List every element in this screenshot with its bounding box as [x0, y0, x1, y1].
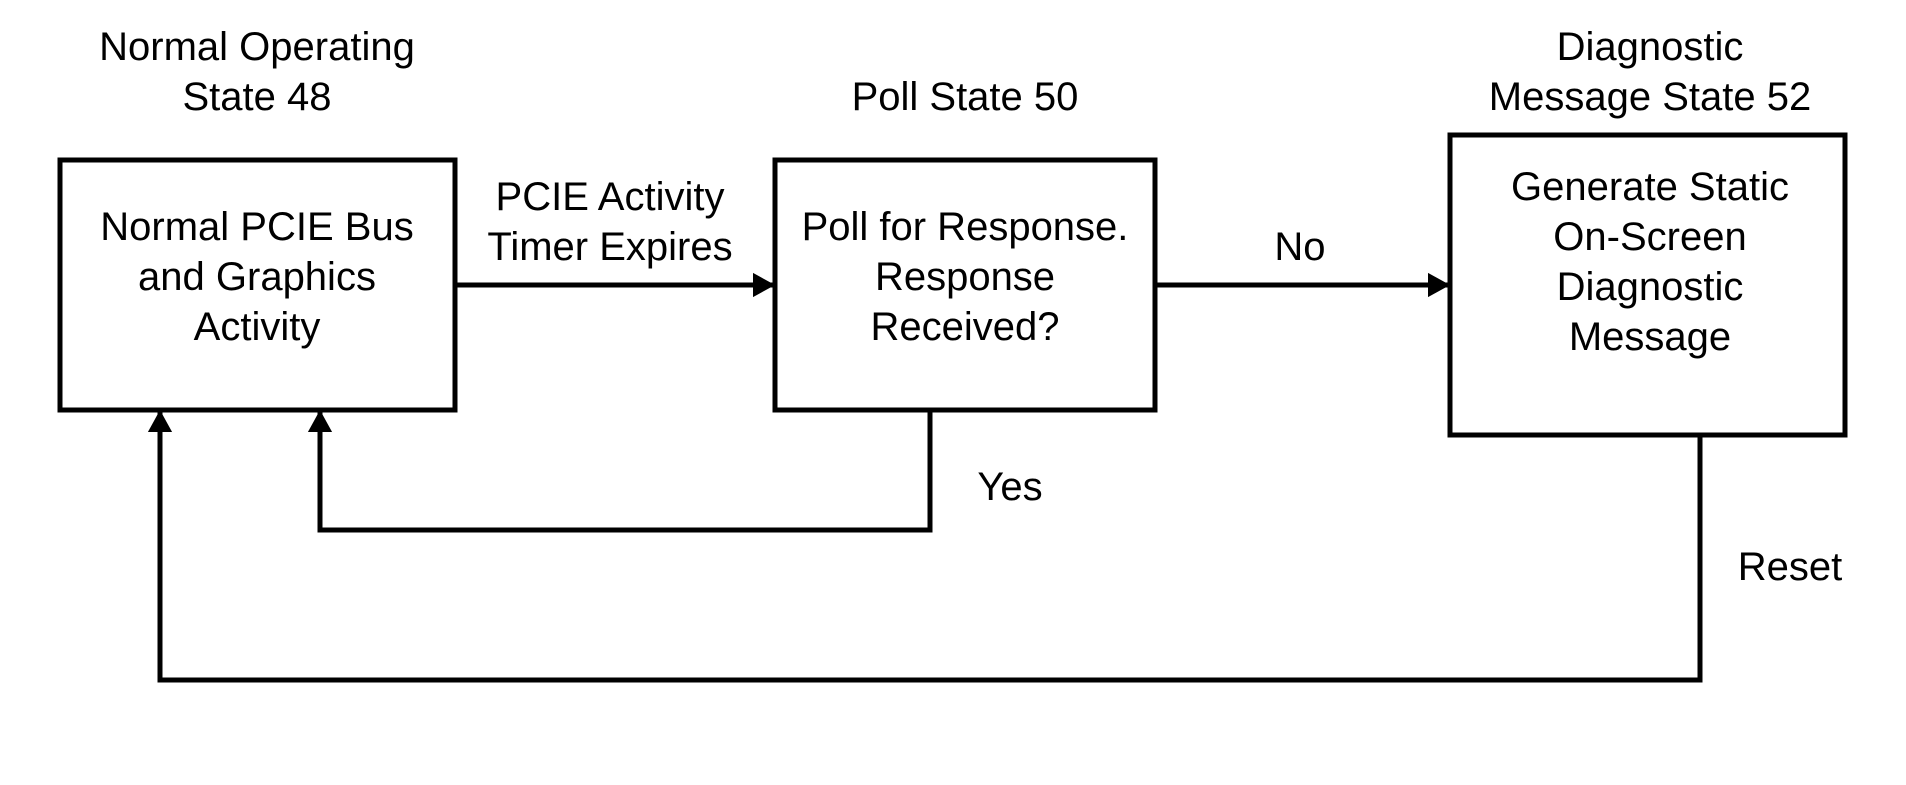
- arrowhead: [1428, 273, 1450, 297]
- node-body-n52: Diagnostic: [1557, 265, 1744, 309]
- state-flowchart: PCIE Activity Timer Expires No Yes Reset Norm…: [0, 0, 1906, 785]
- node-body-n50: Poll for Response.: [802, 205, 1129, 249]
- arrowhead: [308, 410, 332, 432]
- arrowhead: [753, 273, 775, 297]
- node-body-n52: On-Screen: [1553, 215, 1746, 259]
- node-body-n50: Received?: [870, 305, 1059, 349]
- edge-label-e48_50: Timer Expires: [487, 225, 732, 269]
- node-body-n50: Response: [875, 255, 1055, 299]
- node-body-n52: Generate Static: [1511, 165, 1789, 209]
- node-title-n52: Message State 52: [1489, 75, 1811, 119]
- edge-label-e50_52: No: [1274, 225, 1325, 269]
- edge-e50_48_yes: [320, 410, 930, 530]
- edge-label-e48_50: PCIE Activity: [496, 175, 725, 219]
- node-title-n48: Normal Operating: [99, 25, 415, 69]
- node-title-n50: Poll State 50: [852, 75, 1079, 119]
- node-title-n52: Diagnostic: [1557, 25, 1744, 69]
- node-title-n48: State 48: [182, 75, 331, 119]
- edge-label-e52_48_reset: Reset: [1738, 545, 1843, 589]
- arrowhead: [148, 410, 172, 432]
- node-body-n48: Normal PCIE Bus: [100, 205, 413, 249]
- node-body-n48: and Graphics: [138, 255, 376, 299]
- edge-label-e50_48_yes: Yes: [977, 465, 1042, 509]
- node-body-n52: Message: [1569, 315, 1731, 359]
- node-body-n48: Activity: [194, 305, 321, 349]
